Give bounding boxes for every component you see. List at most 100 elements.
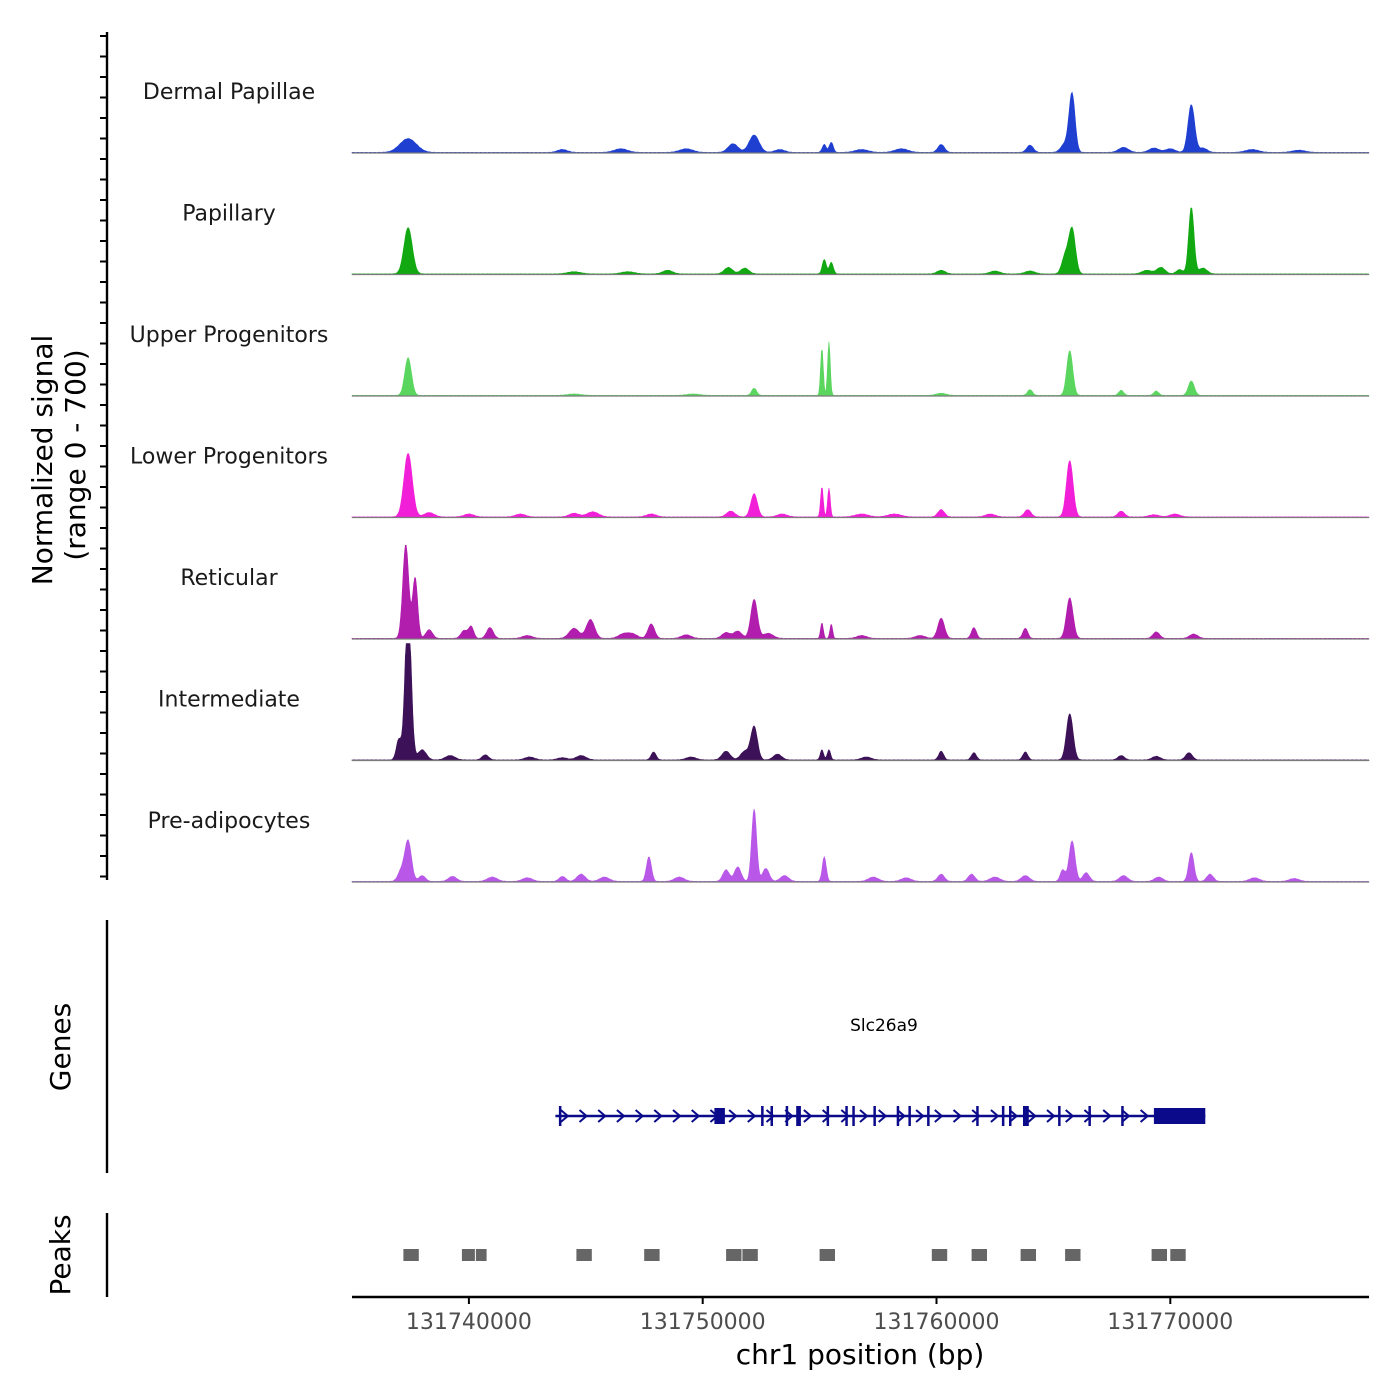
track-signal-area	[351, 643, 1370, 761]
gene-exon	[1088, 1106, 1091, 1126]
track-label: Lower Progenitors	[130, 445, 328, 470]
strand-arrow	[728, 1109, 738, 1123]
x-tick-label: 131770000	[1107, 1310, 1233, 1335]
peaks-track	[403, 1249, 1186, 1261]
peak-region	[1020, 1249, 1036, 1261]
peak-region	[403, 1249, 419, 1261]
gene-exon	[558, 1106, 562, 1126]
x-tick-label: 131750000	[640, 1310, 766, 1335]
track-signal-area	[351, 808, 1370, 883]
track-signal-area	[351, 452, 1370, 518]
gene-track: Slc26a9	[555, 1016, 1206, 1126]
strand-arrow	[1065, 1109, 1075, 1123]
strand-arrow	[840, 1109, 850, 1123]
track-dermal-papillae: Dermal Papillae	[143, 80, 1370, 154]
strand-arrow	[560, 1109, 570, 1123]
gene-exon	[770, 1106, 773, 1126]
x-tick-label: 131740000	[406, 1310, 532, 1335]
peak-region	[819, 1249, 835, 1261]
peaks-label: Peaks	[44, 1214, 77, 1295]
gene-exon	[896, 1106, 900, 1126]
track-signal-area	[351, 91, 1370, 154]
strand-arrow	[934, 1109, 944, 1123]
gene-exon	[761, 1106, 764, 1126]
peak-region	[644, 1249, 660, 1261]
strand-arrow	[672, 1109, 682, 1123]
gene-exon	[927, 1106, 930, 1126]
strand-arrow	[1083, 1109, 1093, 1123]
strand-arrow	[634, 1109, 645, 1123]
strand-arrow	[691, 1109, 701, 1123]
strand-arrow	[971, 1109, 981, 1123]
x-axis-label: chr1 position (bp)	[736, 1338, 985, 1371]
track-signal-area	[351, 545, 1370, 640]
track-label: Pre-adipocytes	[148, 809, 311, 834]
track-label: Papillary	[182, 202, 276, 227]
y-axis-label: Normalized signal	[26, 335, 59, 586]
strand-arrow	[747, 1109, 757, 1123]
gene-exon	[1001, 1106, 1005, 1126]
strand-arrow	[896, 1109, 906, 1123]
gene-exon	[1023, 1106, 1029, 1126]
gene-exon	[873, 1106, 876, 1126]
track-label: Reticular	[180, 566, 278, 591]
y-axis-label-range: (range 0 - 700)	[59, 349, 92, 560]
track-label: Upper Progenitors	[130, 323, 329, 348]
strand-arrow	[1102, 1109, 1112, 1123]
strand-arrow	[1121, 1109, 1131, 1123]
gene-exon	[845, 1106, 848, 1126]
x-ticks: 131740000 131750000 131760000 131770000	[406, 1297, 1233, 1335]
strand-arrow	[765, 1109, 776, 1123]
peak-region	[475, 1249, 487, 1261]
peak-region	[1151, 1249, 1167, 1261]
genes-label: Genes	[44, 1003, 77, 1091]
peak-region	[1065, 1249, 1081, 1261]
track-pre-adipocytes: Pre-adipocytes	[148, 808, 1370, 883]
track-label: Dermal Papillae	[143, 80, 315, 105]
gene-exon	[785, 1106, 789, 1126]
gene-exon	[1009, 1106, 1012, 1126]
gene-name: Slc26a9	[850, 1016, 918, 1036]
signal-y-ticks	[100, 35, 107, 878]
gene-exon	[976, 1106, 979, 1126]
peak-region	[1170, 1249, 1186, 1261]
track-reticular: Reticular	[180, 545, 1370, 640]
track-label: Intermediate	[158, 688, 300, 713]
strand-arrow	[915, 1109, 925, 1123]
peak-region	[461, 1249, 475, 1261]
peak-region	[726, 1249, 742, 1261]
strand-arrow	[1008, 1109, 1019, 1123]
strand-arrow	[859, 1109, 869, 1123]
strand-arrow	[597, 1109, 607, 1123]
track-signal-area	[351, 207, 1370, 275]
peak-region	[971, 1249, 987, 1261]
gene-exon	[796, 1106, 801, 1126]
track-papillary: Papillary	[182, 202, 1370, 276]
peak-region	[576, 1249, 592, 1261]
strand-arrow	[990, 1109, 1000, 1123]
peak-region	[931, 1249, 948, 1261]
strand-arrow	[1046, 1109, 1056, 1123]
signal-tracks: Dermal Papillae Papillary Upper Progenitor…	[130, 80, 1370, 883]
x-tick-label: 131760000	[874, 1310, 1000, 1335]
strand-arrow	[821, 1109, 832, 1123]
strand-arrow	[1027, 1109, 1037, 1123]
gene-exon	[1121, 1106, 1124, 1126]
strand-arrow	[952, 1109, 963, 1123]
gene-exon	[1153, 1108, 1206, 1124]
gene-exon	[714, 1108, 725, 1124]
track-upper-progenitors: Upper Progenitors	[130, 323, 1370, 397]
strand-arrow	[578, 1109, 589, 1123]
track-lower-progenitors: Lower Progenitors	[130, 445, 1370, 519]
strand-arrow	[803, 1109, 813, 1123]
track-signal-area	[351, 341, 1370, 397]
strand-arrow	[653, 1109, 663, 1123]
gene-exon	[826, 1106, 830, 1126]
strand-arrow	[616, 1109, 626, 1123]
strand-arrow	[878, 1109, 888, 1123]
gene-exon	[908, 1106, 911, 1126]
peak-region	[742, 1249, 758, 1261]
strand-arrow	[1139, 1109, 1150, 1123]
gene-exon	[852, 1106, 855, 1126]
